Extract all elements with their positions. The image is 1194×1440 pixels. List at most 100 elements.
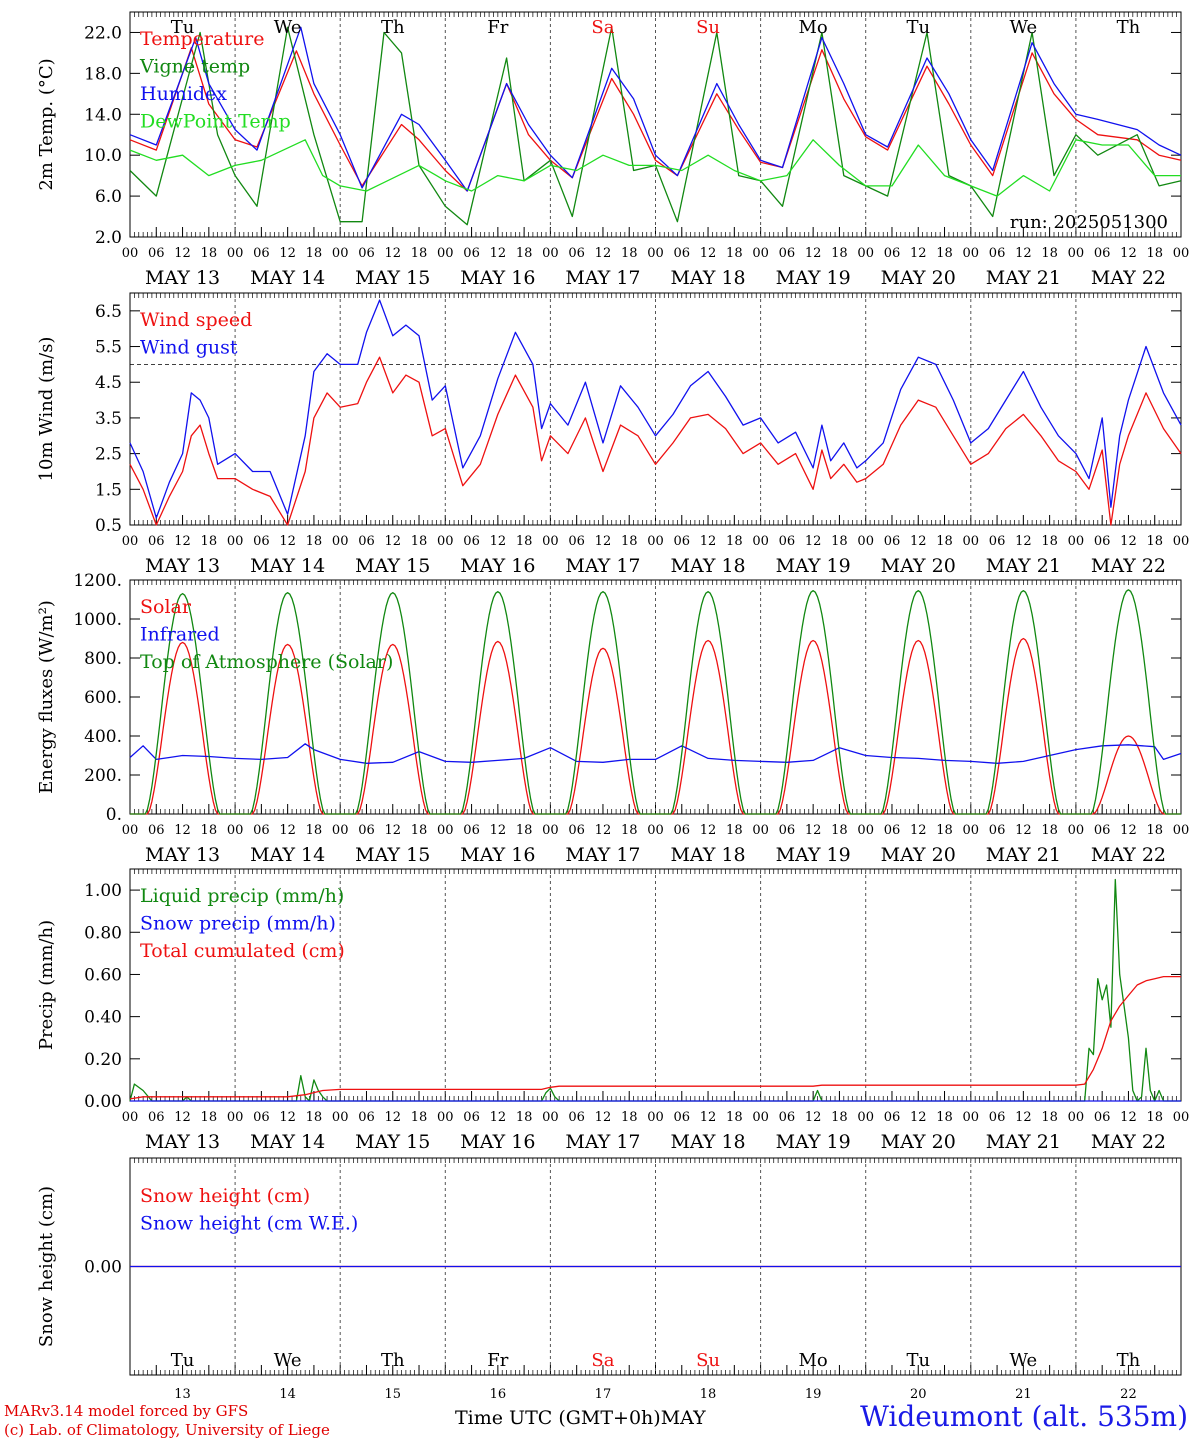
hour-tick-label: 18 (306, 1110, 323, 1125)
weekday-label: Tu (171, 1350, 195, 1371)
y-tick-label: 0.5 (95, 516, 122, 536)
hour-tick-label: 06 (253, 534, 270, 549)
weekday-label: We (1010, 1350, 1038, 1371)
legend-entry: Infrared (140, 624, 220, 646)
hour-tick-label: 18 (936, 246, 953, 261)
hour-tick-label: 06 (779, 1110, 796, 1125)
weekday-label: Th (1117, 1350, 1141, 1371)
hour-tick-label: 18 (306, 823, 323, 838)
series-line-total-cumulated-cm- (129, 975, 1181, 1100)
hour-tick-label: 00 (963, 823, 980, 838)
hour-tick-label: 12 (384, 823, 401, 838)
model-credit: MARv3.14 model forced by GFS (4, 1402, 249, 1420)
hour-tick-label: 06 (779, 246, 796, 261)
y-tick-label: 1200. (73, 571, 122, 591)
hour-tick-label: 00 (437, 246, 454, 261)
date-label: MAY 14 (250, 267, 325, 289)
hour-tick-label: 00 (1173, 823, 1190, 838)
y-tick-label: 22.0 (84, 23, 122, 43)
hour-tick-label: 00 (647, 534, 664, 549)
weekday-label: Tu (171, 17, 195, 38)
day-number-label: 22 (1120, 1387, 1137, 1400)
hour-tick-label: 00 (227, 534, 244, 549)
weekday-label: Mo (799, 1350, 828, 1371)
hour-tick-label: 00 (1068, 246, 1085, 261)
legend-entry: Snow height (cm W.E.) (140, 1213, 358, 1235)
date-label: MAY 18 (670, 555, 745, 577)
hour-tick-label: 18 (726, 1110, 743, 1125)
date-label: MAY 17 (565, 555, 640, 577)
hour-tick-label: 18 (726, 246, 743, 261)
day-number-label: 14 (279, 1387, 296, 1400)
hour-tick-label: 00 (542, 246, 559, 261)
hour-tick-label: 12 (805, 246, 822, 261)
legend-entry: Solar (140, 596, 192, 618)
hour-tick-label: 00 (752, 534, 769, 549)
y-tick-label: 400. (84, 727, 122, 747)
date-label: MAY 21 (986, 1131, 1061, 1153)
hour-tick-label: 12 (174, 1110, 191, 1125)
y-tick-label: 0.60 (84, 965, 122, 985)
hour-tick-label: 18 (1041, 246, 1058, 261)
hour-tick-label: 18 (1041, 823, 1058, 838)
day-number-label: 16 (490, 1387, 507, 1400)
date-label: MAY 20 (881, 555, 956, 577)
hour-tick-label: 06 (568, 823, 585, 838)
hour-tick-label: 12 (595, 246, 612, 261)
day-number-label: 20 (910, 1387, 927, 1400)
hour-tick-label: 06 (884, 534, 901, 549)
hour-tick-label: 12 (910, 823, 927, 838)
date-label: MAY 14 (250, 1131, 325, 1153)
lab-credit: (c) Lab. of Climatology, University of L… (4, 1421, 330, 1439)
hour-tick-label: 00 (1173, 534, 1190, 549)
hour-tick-label: 00 (332, 246, 349, 261)
hour-tick-label: 00 (857, 534, 874, 549)
day-number-label: 13 (174, 1387, 191, 1400)
legend-entry: Snow precip (mm/h) (140, 913, 336, 935)
hour-tick-label: 06 (1094, 246, 1111, 261)
weekday-label: Th (1117, 17, 1141, 38)
weekday-label: Tu (906, 17, 930, 38)
hour-tick-label: 00 (647, 823, 664, 838)
hour-tick-label: 12 (490, 823, 507, 838)
hour-tick-label: 18 (411, 823, 428, 838)
legend-entry: Liquid precip (mm/h) (140, 885, 344, 907)
hour-tick-label: 12 (384, 534, 401, 549)
hour-tick-label: 12 (595, 823, 612, 838)
hour-tick-label: 06 (1094, 534, 1111, 549)
y-tick-label: 14.0 (84, 105, 122, 125)
hour-tick-label: 18 (831, 1110, 848, 1125)
series-line-dewpoint-temp (129, 139, 1181, 197)
hour-tick-label: 06 (253, 246, 270, 261)
hour-tick-label: 18 (516, 823, 533, 838)
hour-tick-label: 18 (936, 534, 953, 549)
hour-tick-label: 00 (857, 1110, 874, 1125)
date-label: MAY 16 (460, 1131, 535, 1153)
date-label: MAY 19 (776, 267, 851, 289)
date-label: MAY 15 (355, 844, 430, 866)
hour-tick-label: 06 (884, 1110, 901, 1125)
hour-tick-label: 12 (805, 534, 822, 549)
hour-tick-label: 00 (857, 246, 874, 261)
hour-tick-label: 18 (1041, 534, 1058, 549)
legend-entry: Humidex (140, 83, 227, 105)
weekday-label: Th (381, 17, 405, 38)
hour-tick-label: 12 (384, 1110, 401, 1125)
weekday-label: Su (696, 17, 720, 38)
hour-tick-label: 12 (805, 823, 822, 838)
date-label: MAY 22 (1091, 555, 1166, 577)
hour-tick-label: 18 (621, 534, 638, 549)
hour-tick-label: 06 (568, 246, 585, 261)
date-label: MAY 17 (565, 267, 640, 289)
hour-tick-label: 00 (542, 534, 559, 549)
date-label: MAY 16 (460, 844, 535, 866)
hour-tick-label: 12 (910, 246, 927, 261)
hour-tick-label: 06 (463, 823, 480, 838)
weekday-label: Tu (906, 1350, 930, 1371)
hour-tick-label: 06 (989, 534, 1006, 549)
day-number-label: 18 (700, 1387, 717, 1400)
hour-tick-label: 18 (1041, 1110, 1058, 1125)
hour-tick-label: 12 (174, 534, 191, 549)
day-number-label: 15 (384, 1387, 401, 1400)
hour-tick-label: 00 (963, 246, 980, 261)
